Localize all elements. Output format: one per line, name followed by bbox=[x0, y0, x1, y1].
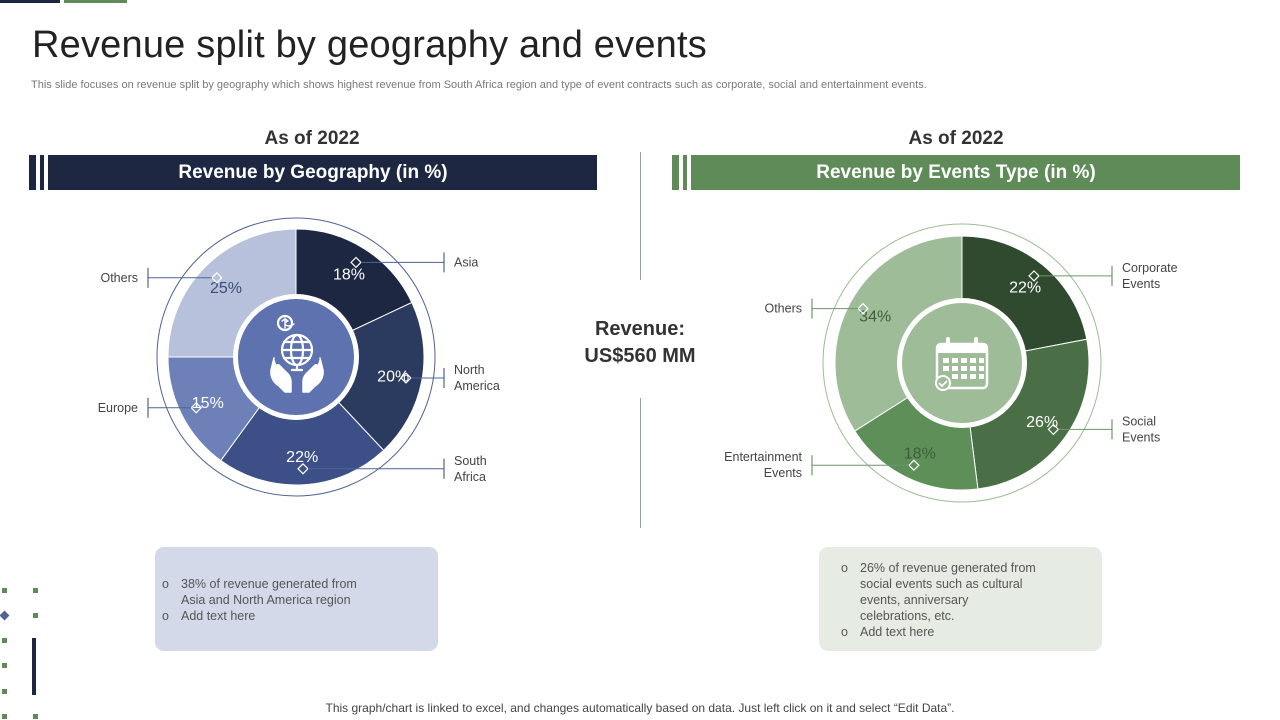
left-year-label: As of 2022 bbox=[264, 128, 360, 149]
geography-value-label: 20% bbox=[377, 369, 409, 386]
geography-category-label: Asia bbox=[454, 255, 478, 269]
events-value-label: 22% bbox=[1009, 280, 1041, 297]
geography-note-item: Add text here bbox=[162, 608, 357, 624]
geography-slice bbox=[220, 356, 385, 486]
geography-value-label: 15% bbox=[192, 395, 224, 412]
revenue-label: Revenue: bbox=[594, 318, 686, 340]
geography-value-label: 25% bbox=[210, 280, 242, 297]
vertical-accent-bar bbox=[32, 638, 36, 695]
events-category-label: Social Events bbox=[1122, 414, 1160, 444]
geography-leader-marker bbox=[297, 463, 309, 475]
events-value-label: 34% bbox=[859, 308, 891, 325]
dot bbox=[2, 689, 7, 694]
footer-note: This graph/chart is linked to excel, and… bbox=[325, 701, 955, 715]
events-leader-marker bbox=[1028, 270, 1040, 282]
events-chart-svg: 22% Corporate Events 26% Social Events 18% Ente… bbox=[724, 223, 1178, 503]
dot bbox=[2, 588, 7, 593]
dot bbox=[2, 663, 7, 668]
events-donut-chart: 22% Corporate Events 26% Social Events 18% Ente… bbox=[640, 200, 1280, 520]
events-leader-marker bbox=[1047, 423, 1060, 436]
geography-chart-svg: 18% Asia 20% North America 22% South Africa 15% E… bbox=[98, 217, 500, 497]
dot bbox=[2, 714, 7, 719]
center-divider-bottom bbox=[640, 398, 641, 528]
right-year-label: As of 2022 bbox=[908, 128, 1004, 149]
geography-category-label: South Africa bbox=[454, 454, 487, 484]
events-outer-ring bbox=[822, 223, 1102, 503]
events-value-label: 18% bbox=[904, 446, 936, 463]
dot bbox=[2, 638, 7, 643]
events-note-item: Add text here bbox=[841, 624, 1036, 640]
heading-stripe bbox=[36, 155, 40, 190]
globe-dollar-hands-icon bbox=[270, 314, 324, 393]
left-heading-text: Revenue by Geography (in %) bbox=[178, 162, 448, 183]
total-revenue: Revenue: US$560 MM bbox=[560, 316, 720, 370]
events-category-label: Entertainment Events bbox=[724, 450, 802, 480]
revenue-value: US$560 MM bbox=[584, 345, 696, 367]
events-note-box: 26% of revenue generated from social eve… bbox=[819, 547, 1102, 651]
heading-stripe bbox=[687, 155, 691, 190]
geography-outer-ring bbox=[156, 217, 436, 497]
page-subtitle: This slide focuses on revenue split by g… bbox=[31, 79, 927, 91]
top-accent-green bbox=[64, 0, 127, 3]
geography-category-label: Europe bbox=[98, 401, 138, 415]
geography-value-label: 18% bbox=[333, 266, 365, 283]
events-category-label: Others bbox=[764, 302, 802, 316]
events-value-label: 26% bbox=[1026, 414, 1058, 431]
top-accent-navy bbox=[0, 0, 60, 3]
dot bbox=[33, 613, 38, 618]
heading-stripe bbox=[44, 155, 48, 190]
geography-note-box: 38% of revenue generated from Asia and N… bbox=[155, 547, 438, 651]
heading-stripe bbox=[679, 155, 683, 190]
geography-value-label: 22% bbox=[286, 449, 318, 466]
dot bbox=[33, 714, 38, 719]
geography-leader-marker bbox=[190, 402, 202, 414]
right-heading-text: Revenue by Events Type (in %) bbox=[816, 162, 1096, 183]
events-note-item: 26% of revenue generated from social eve… bbox=[841, 560, 1036, 624]
geography-donut-chart: 18% Asia 20% North America 22% South Africa 15% E… bbox=[0, 200, 640, 520]
geography-slice bbox=[295, 301, 425, 452]
geography-category-label: North America bbox=[454, 363, 500, 393]
events-leader-marker bbox=[857, 302, 869, 315]
dot-diamond bbox=[0, 610, 10, 621]
dot bbox=[33, 588, 38, 593]
geography-leader-marker bbox=[211, 272, 223, 284]
events-leader-marker bbox=[908, 459, 920, 471]
geography-leader-marker bbox=[350, 256, 362, 269]
geography-note-item: 38% of revenue generated from Asia and N… bbox=[162, 576, 357, 608]
page-title: Revenue split by geography and events bbox=[32, 24, 707, 66]
geography-leader-marker bbox=[400, 372, 412, 384]
geography-category-label: Others bbox=[100, 271, 138, 285]
right-panel-heading: Revenue by Events Type (in %) bbox=[672, 155, 1240, 190]
center-divider-top bbox=[640, 152, 641, 280]
events-category-label: Corporate Events bbox=[1122, 261, 1178, 291]
calendar-icon bbox=[935, 337, 989, 391]
left-panel-heading: Revenue by Geography (in %) bbox=[29, 155, 597, 190]
